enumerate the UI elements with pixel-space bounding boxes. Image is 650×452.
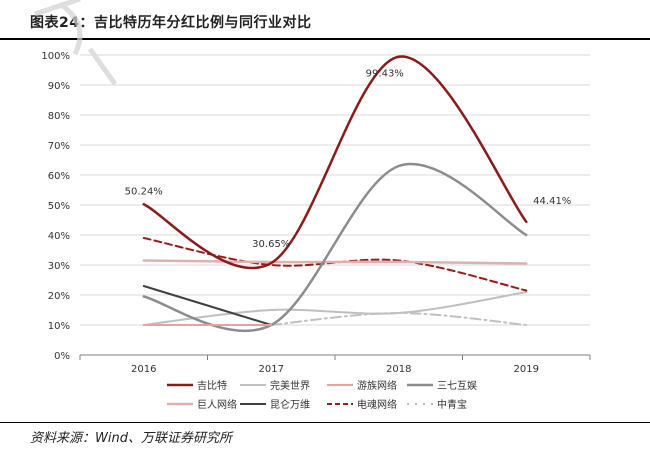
legend-label: 电魂网络 <box>357 398 397 411</box>
line-chart: 0% 10% 20% 30% 40% 50% 60% 70% 80% 90% 100% 2016 201… <box>41 51 591 411</box>
legend-label: 完美世界 <box>270 379 310 392</box>
data-label: 30.65% <box>252 239 290 250</box>
y-tick-label: 0% <box>54 351 70 362</box>
y-tick-label: 20% <box>48 291 70 302</box>
y-tick-label: 30% <box>48 261 70 272</box>
legend-label: 吉比特 <box>197 380 227 392</box>
series-line-7 <box>270 311 528 326</box>
x-tick-label: 2016 <box>131 364 156 375</box>
series-line-6 <box>142 237 528 292</box>
title-rule <box>0 38 650 40</box>
data-label: 99.43% <box>366 69 404 80</box>
source-rule <box>0 422 650 423</box>
y-tick-label: 90% <box>48 81 70 92</box>
series-line-1 <box>142 291 528 326</box>
x-tick-label: 2018 <box>386 364 411 375</box>
data-label: 50.24% <box>125 186 163 197</box>
series-line-3 <box>142 162 528 332</box>
legend-label: 中青宝 <box>437 398 467 411</box>
source-note: 资料来源：Wind、万联证券研究所 <box>30 431 232 446</box>
x-tick-label: 2017 <box>259 364 284 375</box>
legend-label: 昆仑万维 <box>270 398 310 411</box>
y-tick-label: 100% <box>41 51 70 62</box>
y-tick-label: 60% <box>48 171 70 182</box>
series-line-5 <box>142 285 273 326</box>
y-tick-label: 70% <box>48 141 70 152</box>
legend-label: 三七互娱 <box>437 379 477 392</box>
y-tick-label: 10% <box>48 321 70 332</box>
series-line-0 <box>142 55 528 270</box>
x-tick-label: 2019 <box>514 364 539 375</box>
legend-label: 游族网络 <box>357 379 397 392</box>
data-label: 44.41% <box>533 196 571 207</box>
legend-label: 巨人网络 <box>197 398 237 411</box>
y-tick-label: 50% <box>48 201 70 212</box>
series-line-4 <box>142 259 528 265</box>
y-tick-label: 40% <box>48 231 70 242</box>
y-tick-label: 80% <box>48 111 70 122</box>
